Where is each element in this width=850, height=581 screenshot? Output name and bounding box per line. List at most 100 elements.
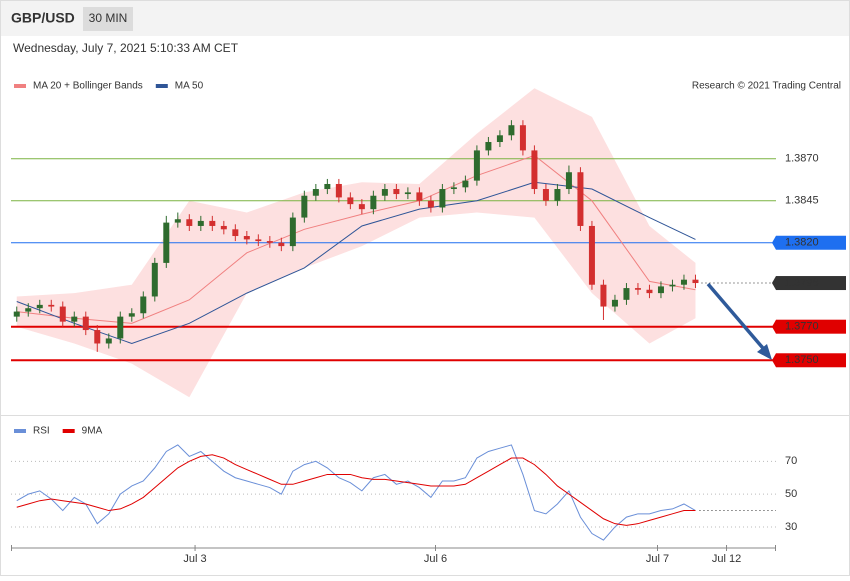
candle-body (450, 187, 457, 190)
x-tick-label: Jul 7 (646, 553, 669, 565)
candle-body (13, 311, 20, 317)
level-pointer (772, 319, 776, 334)
x-tick-label: Jul 6 (424, 553, 447, 565)
timeframe-box[interactable] (83, 7, 133, 31)
legend-label: 9MA (82, 426, 103, 437)
candle-body (36, 304, 43, 309)
level-box (776, 235, 846, 250)
plot: 1.3870 1.3845 1.3820 1.3796 1.3770 1.3750 MA 2… (11, 81, 846, 565)
candle-body (381, 189, 388, 196)
candle-body (531, 150, 538, 190)
series-line (16, 454, 696, 526)
level-label: 1.3750 (785, 354, 819, 366)
candle-body (347, 197, 354, 205)
symbol: GBP/USD (11, 10, 75, 26)
forecast-arrow (706, 282, 770, 356)
level-label: 1.3796 (785, 277, 819, 289)
attribution: Research © 2021 Trading Central (692, 81, 841, 92)
level-box (776, 276, 846, 291)
candle-body (266, 241, 273, 243)
header-bar (1, 1, 849, 36)
timeframe[interactable]: 30 MIN (89, 11, 128, 25)
level-pointer (772, 353, 776, 368)
legend-swatch (155, 84, 168, 88)
candle-body (71, 316, 78, 322)
level-label: 1.3870 (785, 153, 819, 165)
candle-body (25, 308, 32, 312)
y-tick-label: 30 (785, 521, 797, 533)
level-label: 1.3770 (785, 321, 819, 333)
candle-body (186, 219, 193, 226)
candle-body (623, 288, 630, 300)
level-pointer (772, 235, 776, 250)
candle-body (669, 284, 676, 287)
level-label: 1.3820 (785, 237, 819, 249)
candle-body (220, 225, 227, 230)
candle-body (485, 142, 492, 151)
candle-body (82, 316, 89, 331)
candle-body (163, 222, 170, 263)
candle-body (197, 220, 204, 226)
legend-label: MA 50 (175, 81, 204, 92)
candle-body (404, 192, 411, 195)
candle-body (416, 192, 423, 201)
candle-body (554, 189, 561, 201)
candle-body (117, 316, 124, 339)
timestamp: Wednesday, July 7, 2021 5:10:33 AM CET (13, 41, 239, 55)
level-pointer (772, 276, 776, 291)
legend-swatch (14, 429, 26, 433)
candle-body (439, 189, 446, 208)
candle-body (335, 183, 342, 198)
candle-body (427, 200, 434, 208)
candle-body (289, 217, 296, 247)
candle-body (312, 189, 319, 196)
candle-body (496, 135, 503, 143)
candle-body (151, 262, 158, 297)
legend-swatch (62, 429, 75, 433)
candle-body (577, 172, 584, 226)
legend-swatch (14, 84, 26, 88)
candle-body (94, 330, 101, 344)
x-tick-label: Jul 12 (712, 553, 741, 565)
y-tick-label: 50 (785, 488, 797, 500)
candle-body (657, 286, 664, 294)
candle-body (634, 288, 641, 290)
candle-body (48, 304, 55, 307)
candle-body (600, 284, 607, 307)
candle-body (646, 289, 653, 294)
candle-body (508, 125, 515, 136)
candle-body (209, 220, 216, 226)
legend-label: RSI (33, 426, 50, 437)
legend-label: MA 20 + Bollinger Bands (33, 81, 143, 92)
arrow-head (757, 344, 772, 360)
candle-body (542, 189, 549, 201)
candle-body (278, 242, 285, 247)
candle-body (462, 180, 469, 188)
candle-body (59, 306, 66, 322)
ma50-line (16, 181, 696, 345)
candle-body (473, 150, 480, 181)
candle-body (393, 189, 400, 195)
y-tick-label: 70 (785, 455, 797, 467)
candle-body (370, 195, 377, 210)
candle-body (680, 279, 687, 285)
candle-body (243, 236, 250, 240)
candle-body (140, 296, 147, 314)
candle-body (324, 183, 331, 190)
candle-body (588, 225, 595, 285)
candle-body (105, 338, 112, 344)
candle-body (174, 219, 181, 223)
series-line (16, 444, 696, 541)
level-box (776, 353, 846, 368)
candle-body (128, 313, 135, 317)
candle-body (565, 172, 572, 190)
x-tick-label: Jul 3 (183, 553, 206, 565)
level-box (776, 319, 846, 334)
candle-body (301, 195, 308, 218)
candle-body (232, 229, 239, 237)
candle-body (611, 299, 618, 307)
level-label: 1.3845 (785, 195, 819, 207)
candle-body (255, 239, 262, 242)
candle-body (358, 204, 365, 210)
